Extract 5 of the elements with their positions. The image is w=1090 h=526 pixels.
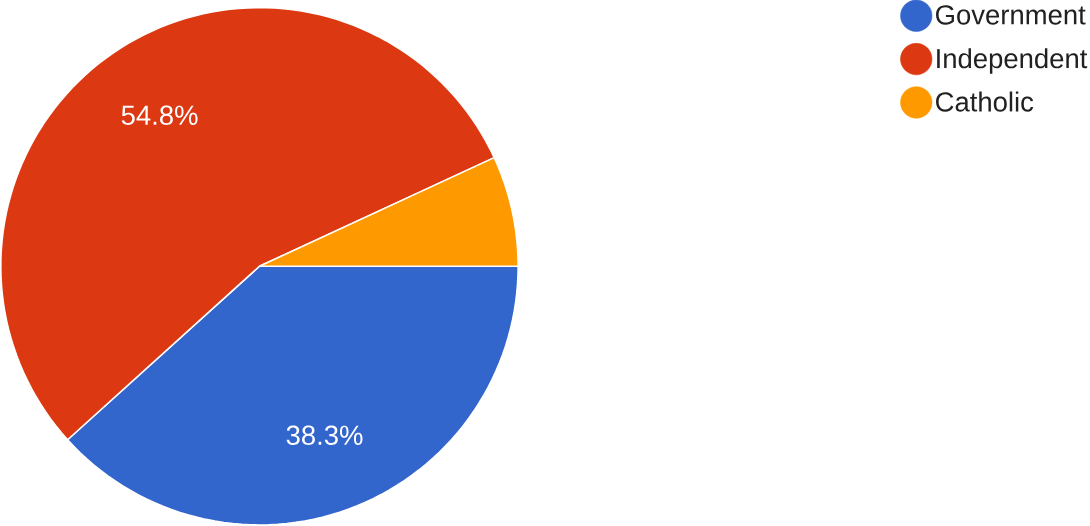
legend-label: Catholic (936, 91, 1034, 112)
legend-label: Government (936, 5, 1086, 25)
data-label: 54.8% (121, 105, 198, 126)
legend-label: Independent (937, 48, 1088, 74)
data-label: 38.3% (286, 425, 363, 446)
